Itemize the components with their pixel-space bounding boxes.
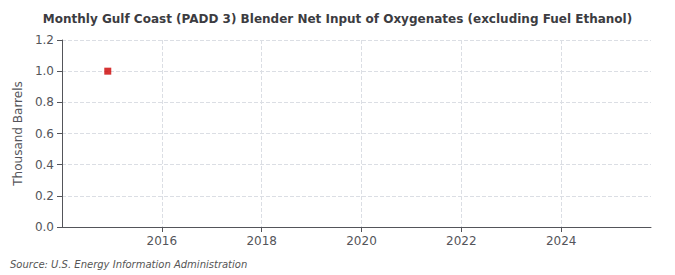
svg-text:2016: 2016	[147, 234, 178, 248]
svg-text:0.0: 0.0	[35, 220, 54, 234]
svg-text:0.2: 0.2	[35, 189, 54, 203]
svg-text:1.2: 1.2	[35, 33, 54, 47]
svg-text:2018: 2018	[246, 234, 277, 248]
svg-text:0.8: 0.8	[35, 95, 54, 109]
svg-text:Source: U.S. Energy Informatio: Source: U.S. Energy Information Administ…	[10, 259, 247, 270]
svg-text:Monthly Gulf Coast (PADD 3) Bl: Monthly Gulf Coast (PADD 3) Blender Net …	[43, 12, 632, 26]
svg-text:2022: 2022	[446, 234, 477, 248]
svg-text:2020: 2020	[346, 234, 377, 248]
svg-text:0.4: 0.4	[35, 158, 54, 172]
svg-text:1.0: 1.0	[35, 64, 54, 78]
svg-text:0.6: 0.6	[35, 127, 54, 141]
svg-text:2024: 2024	[546, 234, 577, 248]
svg-text:Thousand Barrels: Thousand Barrels	[11, 81, 25, 186]
